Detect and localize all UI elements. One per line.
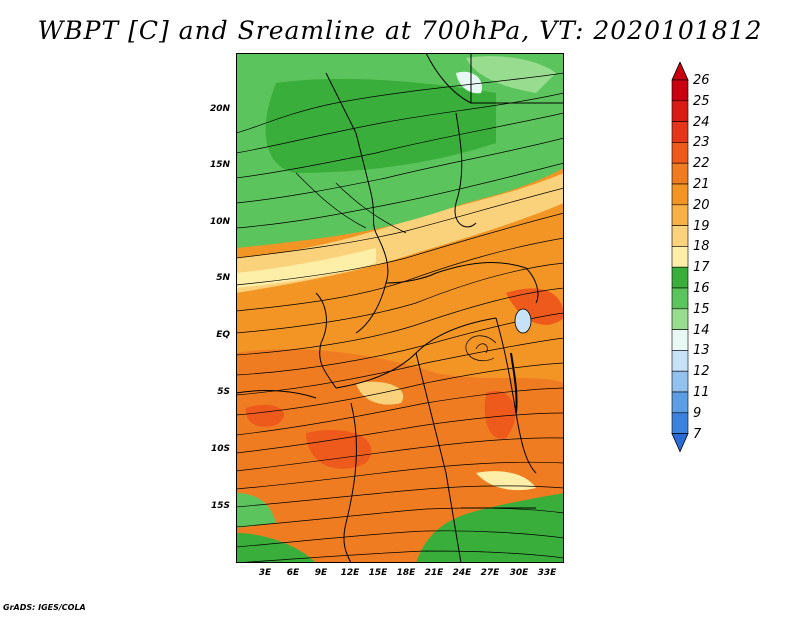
colorbar-swatch [671,287,689,310]
lon-label-12e: 12E [340,568,360,578]
colorbar-swatch [671,350,689,372]
colorbar-swatch [671,142,689,164]
lon-label-30e: 30E [509,568,529,578]
colorbar-label: 15 [693,301,710,317]
colorbar-label: 18 [693,239,710,255]
colorbar-label: 21 [693,177,710,192]
colorbar-label: 22 [693,156,710,172]
colorbar-swatch [671,162,689,185]
colorbar-label: 13 [693,343,710,359]
colorbar-swatch [671,246,689,268]
lon-label-3e: 3E [258,568,272,578]
colorbar-swatch [671,183,689,206]
colorbar-label: 20 [693,197,710,213]
lon-label-24e: 24E [452,568,472,578]
colorbar-swatch [671,121,689,143]
lat-label-10n: 10N [209,217,230,227]
colorbar-label: 25 [693,93,710,109]
colorbar-swatch [671,225,689,247]
lat-label-eq: EQ [216,330,230,340]
lat-label-15n: 15N [209,160,230,170]
colorbar [671,62,689,453]
colorbar-swatch [671,391,689,414]
lon-label-33e: 33E [537,568,557,578]
country-borders [236,53,564,563]
lat-label-5s: 5S [217,387,230,397]
colorbar-bottom-arrow [671,433,689,453]
colorbar-label: 23 [693,135,710,151]
colorbar-label: 17 [693,260,710,276]
colorbar-swatch [671,266,689,289]
colorbar-swatch [671,204,689,226]
lon-label-27e: 27E [480,568,500,578]
colorbar-swatch [671,370,689,393]
colorbar-swatch [671,79,689,102]
colorbar-swatch [671,412,689,434]
colorbar-label: 7 [693,426,702,442]
colorbar-label: 9 [693,405,702,421]
lon-label-21e: 21E [424,568,444,578]
colorbar-top-arrow [671,62,689,81]
colorbar-label: 14 [693,322,710,338]
colorbar-label: 26 [693,73,710,88]
colorbar-swatch [671,100,689,122]
colorbar-swatch [671,329,689,351]
lon-label-9e: 9E [314,568,328,578]
colorbar-label: 16 [693,281,710,296]
footer-credit: GrADS: IGES/COLA [3,603,86,612]
map-title: WBPT [C] and Sreamline at 700hPa, VT: 20… [37,16,763,45]
colorbar-label: 19 [693,218,710,234]
lon-label-15e: 15E [368,568,388,578]
colorbar-label: 11 [693,385,710,400]
colorbar-label: 24 [693,114,710,130]
map-panel [236,53,564,563]
lon-label-6e: 6E [286,568,300,578]
lat-label-5n: 5N [216,273,230,283]
colorbar-swatch [671,308,689,330]
map-frame [236,53,564,563]
lat-label-10s: 10S [210,444,230,454]
lat-label-15s: 15S [210,501,230,511]
colorbar-label: 12 [693,364,710,380]
lon-label-18e: 18E [396,568,416,578]
wbpt-streamline-map [236,53,564,563]
lat-label-20n: 20N [209,104,230,114]
